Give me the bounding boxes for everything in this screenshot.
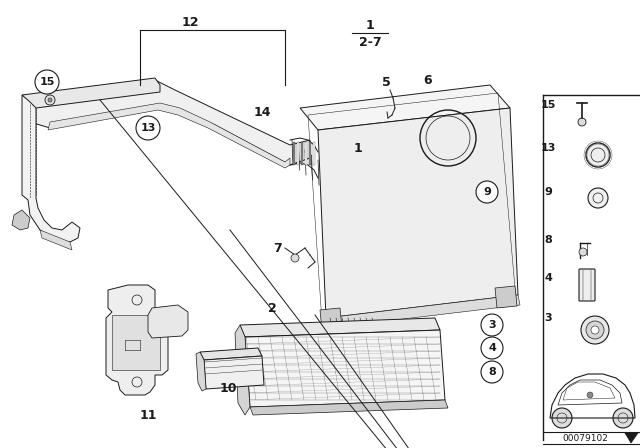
Polygon shape (313, 142, 315, 165)
Polygon shape (250, 400, 448, 415)
Circle shape (586, 143, 610, 167)
Text: 1: 1 (354, 142, 362, 155)
Polygon shape (320, 308, 342, 330)
Text: 8: 8 (488, 367, 496, 377)
Polygon shape (106, 285, 168, 395)
Circle shape (291, 254, 299, 262)
Polygon shape (40, 230, 72, 250)
Polygon shape (625, 433, 638, 443)
Circle shape (579, 248, 587, 256)
Polygon shape (301, 142, 303, 165)
Polygon shape (297, 142, 299, 165)
Circle shape (136, 116, 160, 140)
Polygon shape (200, 348, 262, 360)
Polygon shape (495, 286, 517, 308)
Circle shape (35, 70, 59, 94)
Polygon shape (48, 103, 290, 168)
Text: 1: 1 (365, 18, 374, 31)
Polygon shape (112, 315, 160, 370)
Text: 8: 8 (544, 235, 552, 245)
Text: 12: 12 (181, 16, 199, 29)
Text: 10: 10 (220, 382, 237, 395)
Polygon shape (196, 352, 206, 391)
Text: 15: 15 (39, 77, 54, 87)
Polygon shape (22, 78, 160, 108)
Text: 2: 2 (268, 302, 276, 314)
Polygon shape (318, 108, 518, 318)
Text: 7: 7 (274, 241, 282, 254)
Text: 13: 13 (540, 143, 556, 153)
FancyBboxPatch shape (579, 269, 595, 301)
Polygon shape (300, 85, 510, 130)
Polygon shape (309, 142, 311, 165)
Text: 9: 9 (483, 187, 491, 197)
Text: 2-7: 2-7 (358, 35, 381, 48)
Polygon shape (326, 295, 520, 328)
Polygon shape (235, 325, 250, 415)
Polygon shape (293, 142, 295, 165)
Text: 6: 6 (424, 73, 432, 86)
Circle shape (613, 408, 633, 428)
Circle shape (45, 95, 55, 105)
Text: 4: 4 (488, 343, 496, 353)
Text: 13: 13 (140, 123, 156, 133)
Polygon shape (148, 305, 188, 338)
Circle shape (587, 392, 593, 398)
Circle shape (552, 408, 572, 428)
Text: 3: 3 (488, 320, 496, 330)
Polygon shape (204, 356, 264, 389)
Circle shape (581, 316, 609, 344)
Text: 9: 9 (544, 187, 552, 197)
Circle shape (588, 188, 608, 208)
Text: 5: 5 (381, 76, 390, 89)
Circle shape (578, 118, 586, 126)
Polygon shape (12, 210, 30, 230)
Circle shape (591, 326, 599, 334)
Text: 11: 11 (140, 409, 157, 422)
Circle shape (586, 321, 604, 339)
Circle shape (476, 181, 498, 203)
Text: 14: 14 (253, 105, 271, 119)
Text: 15: 15 (540, 100, 556, 110)
Text: 4: 4 (544, 273, 552, 283)
Circle shape (481, 361, 503, 383)
Polygon shape (245, 330, 445, 407)
Circle shape (481, 337, 503, 359)
Polygon shape (30, 80, 310, 165)
Circle shape (48, 98, 52, 102)
Circle shape (481, 314, 503, 336)
Text: 3: 3 (544, 313, 552, 323)
Polygon shape (240, 318, 440, 337)
Polygon shape (22, 95, 80, 242)
Polygon shape (305, 142, 307, 165)
Text: 00079102: 00079102 (562, 434, 608, 443)
